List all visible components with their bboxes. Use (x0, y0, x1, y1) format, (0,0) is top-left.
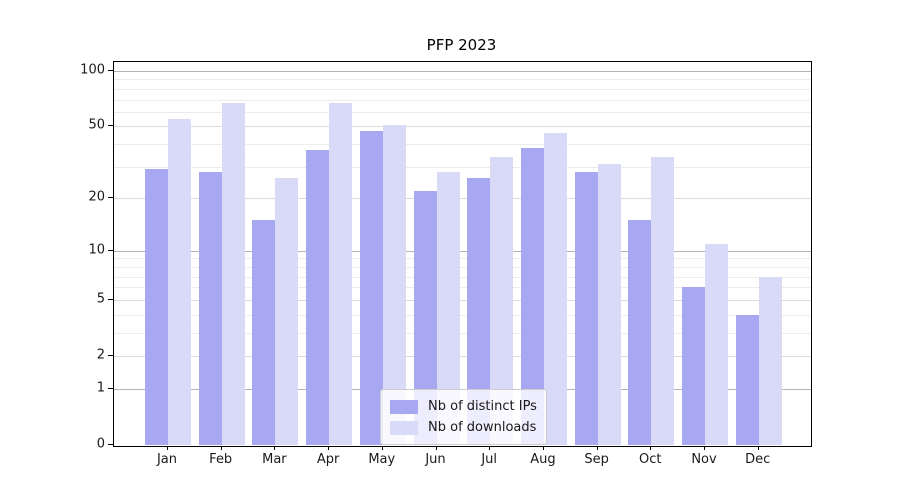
minor-gridline (114, 276, 811, 278)
y-tick-mark (108, 355, 113, 356)
minor-gridline (114, 79, 811, 81)
bar-downloads-feb (221, 103, 245, 445)
y-tick-mark (108, 70, 113, 71)
bar-downloads-oct (651, 156, 675, 445)
chart-title: PFP 2023 (426, 36, 497, 54)
x-tick-mark (274, 446, 276, 450)
minor-gridline (114, 88, 811, 90)
x-tick-label-mar: Mar2023 (262, 452, 287, 467)
legend-label-downloads: Nb of downloads (428, 420, 537, 435)
bar-ips-jun (413, 190, 437, 445)
y-tick-label: 100 (80, 62, 105, 78)
y-tick-label: 1 (96, 380, 105, 396)
bar-ips-jan (145, 169, 168, 445)
x-tick-mark (220, 446, 222, 450)
x-tick-label-nov: Nov2023 (691, 452, 717, 467)
minor-gridline (114, 99, 811, 101)
x-tick-mark (542, 446, 544, 450)
y-tick-label: 50 (88, 117, 105, 133)
bar-downloads-mar (275, 177, 299, 445)
y-tick-mark (108, 298, 113, 300)
x-tick-mark (435, 446, 437, 450)
legend-item-downloads: Nb of downloads (390, 417, 537, 438)
legend-label-distinct-ips: Nb of distinct IPs (428, 399, 537, 414)
bar-downloads-may (382, 124, 406, 445)
bar-ips-oct (628, 220, 652, 445)
x-tick-label-oct: Oct2023 (639, 452, 662, 467)
x-tick-label-dec: Dec2023 (745, 452, 771, 467)
y-tick-label: 5 (96, 291, 105, 307)
gridline (114, 198, 811, 200)
y-tick-mark (108, 444, 113, 445)
plot-area: Nb of distinct IPs Nb of downloads (113, 61, 812, 447)
bar-downloads-apr (329, 103, 353, 445)
bar-ips-feb (198, 172, 222, 445)
bar-ips-sep (574, 172, 598, 445)
major-gridline (114, 71, 811, 72)
minor-gridline (114, 166, 811, 168)
y-tick-mark (108, 249, 113, 251)
minor-gridline (114, 287, 811, 289)
x-tick-mark (596, 446, 598, 450)
gridline (114, 299, 811, 301)
x-tick-label-jan: Jan2023 (156, 452, 178, 467)
gridline (114, 356, 811, 357)
x-tick-mark (167, 446, 168, 450)
legend-swatch-downloads (390, 420, 418, 435)
bar-ips-jul (467, 177, 491, 445)
y-tick-mark (108, 197, 113, 199)
x-tick-label-feb: Feb2023 (209, 452, 233, 467)
minor-gridline (114, 111, 811, 113)
bar-downloads-aug (543, 133, 567, 445)
x-tick-mark (704, 446, 705, 450)
bar-downloads-dec (758, 276, 782, 445)
bar-ips-may (359, 131, 383, 445)
x-tick-mark (381, 446, 383, 450)
x-tick-mark (650, 446, 652, 450)
x-tick-mark (489, 446, 491, 450)
y-tick-label: 2 (96, 347, 105, 363)
bar-downloads-jun (436, 172, 460, 445)
minor-gridline (114, 258, 811, 260)
x-tick-label-may: May2023 (368, 452, 396, 467)
bar-ips-mar (252, 220, 276, 445)
x-tick-mark (328, 446, 330, 450)
bar-ips-aug (520, 148, 544, 445)
bar-downloads-jul (490, 156, 514, 445)
x-tick-label-sep: Sep2023 (584, 452, 609, 467)
legend: Nb of distinct IPs Nb of downloads (380, 389, 547, 445)
bar-downloads-jan (168, 118, 191, 445)
legend-item-distinct-ips: Nb of distinct IPs (390, 396, 537, 417)
y-tick-label: 0 (96, 436, 105, 452)
y-tick-label: 10 (88, 242, 105, 258)
major-gridline (114, 250, 811, 252)
y-tick-label: 20 (88, 189, 105, 205)
bar-ips-apr (306, 150, 330, 445)
minor-gridline (114, 314, 811, 316)
bar-ips-dec (735, 314, 759, 445)
minor-gridline (114, 332, 811, 334)
minor-gridline (114, 266, 811, 268)
x-tick-label-apr: Apr2023 (316, 452, 340, 467)
bar-downloads-sep (597, 164, 621, 445)
y-tick-mark (108, 125, 113, 127)
bar-ips-nov (682, 287, 705, 445)
x-tick-label-jul: Jul2023 (481, 452, 498, 467)
bar-downloads-nov (705, 243, 728, 445)
y-tick-mark (108, 387, 113, 389)
x-tick-mark (757, 446, 759, 450)
x-tick-label-aug: Aug2023 (530, 452, 556, 467)
legend-swatch-distinct-ips (390, 399, 418, 414)
x-tick-label-jun: Jun2023 (425, 452, 446, 467)
gridline (114, 126, 811, 128)
minor-gridline (114, 144, 811, 146)
